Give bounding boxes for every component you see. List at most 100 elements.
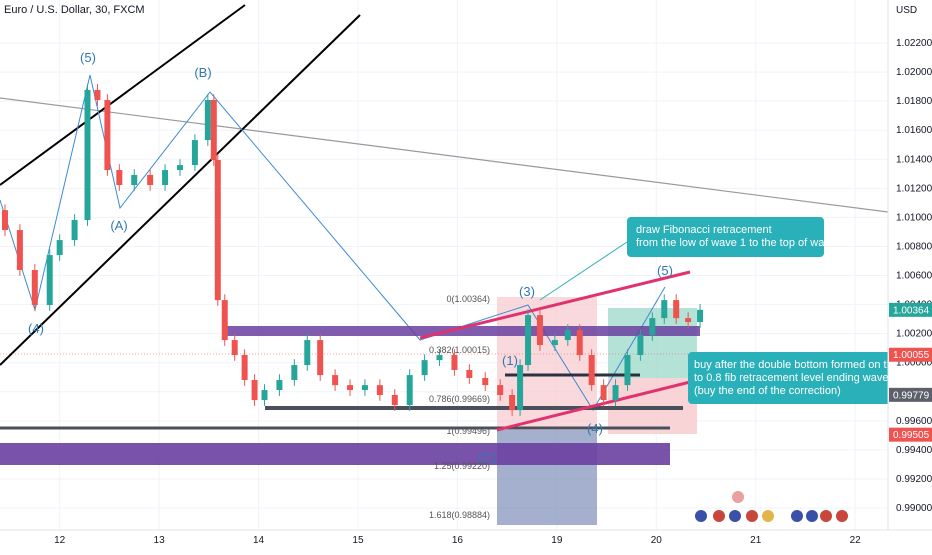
candle-body [466,369,473,378]
callout-pointer [539,239,631,301]
candle-body [31,270,38,306]
wave-label: (3) [519,284,535,299]
fib-label: 1.618(0.98884) [429,510,490,520]
callout-text: draw Fibonacci retracement [636,224,772,236]
callout [627,217,824,257]
candle-body [347,385,354,391]
callout-text: buy after the double bottom formed on th… [694,359,929,371]
channel-line [0,14,361,366]
candle-body [84,89,91,221]
price-badge-label: 1.00364 [893,305,930,316]
y-tick-label: 0.99600 [896,416,932,427]
price-badge-label: 0.99779 [893,390,930,401]
candle-body [624,355,631,386]
fib-label: 0.786(0.99669) [429,394,490,404]
wave-label: (5) [657,263,673,278]
candle-body [241,355,248,381]
candle-body [214,160,221,301]
candle-body [551,340,558,346]
candle-body [291,365,298,381]
candle-body [210,99,217,161]
price-badge-label: 0.99505 [893,430,930,441]
wedge-line [496,380,691,432]
wave-label: (C) [478,450,496,465]
y-tick-label: 1.01800 [896,96,932,107]
candle-body [251,380,258,401]
candle-body [261,390,268,401]
candle-body [16,230,23,271]
zone [222,326,700,336]
candle-body [162,170,169,185]
wedge-line [419,270,691,340]
x-tick-label: 16 [452,535,464,546]
trendline [0,97,888,213]
candle-body [204,99,211,141]
candle-body [94,89,101,100]
candle-body [191,140,198,166]
price-badge-label: 1.00055 [893,350,930,361]
y-tick-label: 1.02200 [896,38,932,49]
y-tick-label: 1.00800 [896,241,932,252]
wave-label: (1) [502,353,518,368]
candle-body [391,394,398,406]
wave-label: (5) [80,50,96,65]
y-tick-label: 1.01000 [896,212,932,223]
candle-body [517,365,524,411]
candle-body [276,380,283,391]
y-tick-label: 1.02000 [896,67,932,78]
candle-body [104,99,111,171]
wave-label: (4) [28,321,44,336]
price-badge [889,387,932,402]
price-badge [889,302,932,317]
candle-body [221,300,228,341]
candle-body [576,330,583,356]
fib-label: 1(0.99496) [446,426,490,436]
callout-text: to 0.8 fib retracement level ending wave… [694,372,898,384]
y-tick-label: 1.00600 [896,271,932,282]
candle-body [46,255,53,306]
candle-body [673,300,680,319]
y-tick-label: 0.99200 [896,474,932,485]
price-badge [889,427,932,442]
currency-label: USD [896,5,917,16]
candle-body [56,240,63,256]
fib-label: 0(1.00364) [446,294,490,304]
zone [0,443,670,465]
x-tick-label: 13 [154,535,166,546]
candle-body [361,385,368,391]
x-tick-label: 20 [651,535,663,546]
candle-body [564,330,571,341]
candle-body [317,340,324,376]
candle-body [497,385,504,395]
candle-body [600,385,607,401]
candle-body [116,170,123,185]
x-tick-label: 14 [253,535,265,546]
candle-body [176,165,183,171]
x-tick-label: 21 [750,535,762,546]
wave-label: (B) [194,65,211,80]
x-tick-label: 15 [352,535,364,546]
candle-body [332,375,339,386]
channel-line [0,4,246,186]
candle-body [649,318,656,336]
candle-body [661,300,668,319]
candle-body [536,315,543,346]
fib-label: 0.382(1.00015) [429,345,490,355]
event-icons [695,491,848,522]
candle-body [685,318,692,323]
candle-body [588,355,595,386]
x-tick-label: 12 [54,535,66,546]
candle-body [1,210,8,231]
y-tick-label: 0.99000 [896,503,932,514]
candle-body [482,377,489,386]
candle-body [525,315,532,366]
y-tick-label: 1.00200 [896,329,932,340]
candle-body [376,385,383,395]
candle-body [71,220,78,241]
y-tick-label: 1.01400 [896,154,932,165]
y-tick-label: 0.99400 [896,445,932,456]
callout [688,352,888,404]
callout-text: from the low of wave 1 to the top of wav… [636,237,845,249]
x-tick-label: 22 [850,535,862,546]
